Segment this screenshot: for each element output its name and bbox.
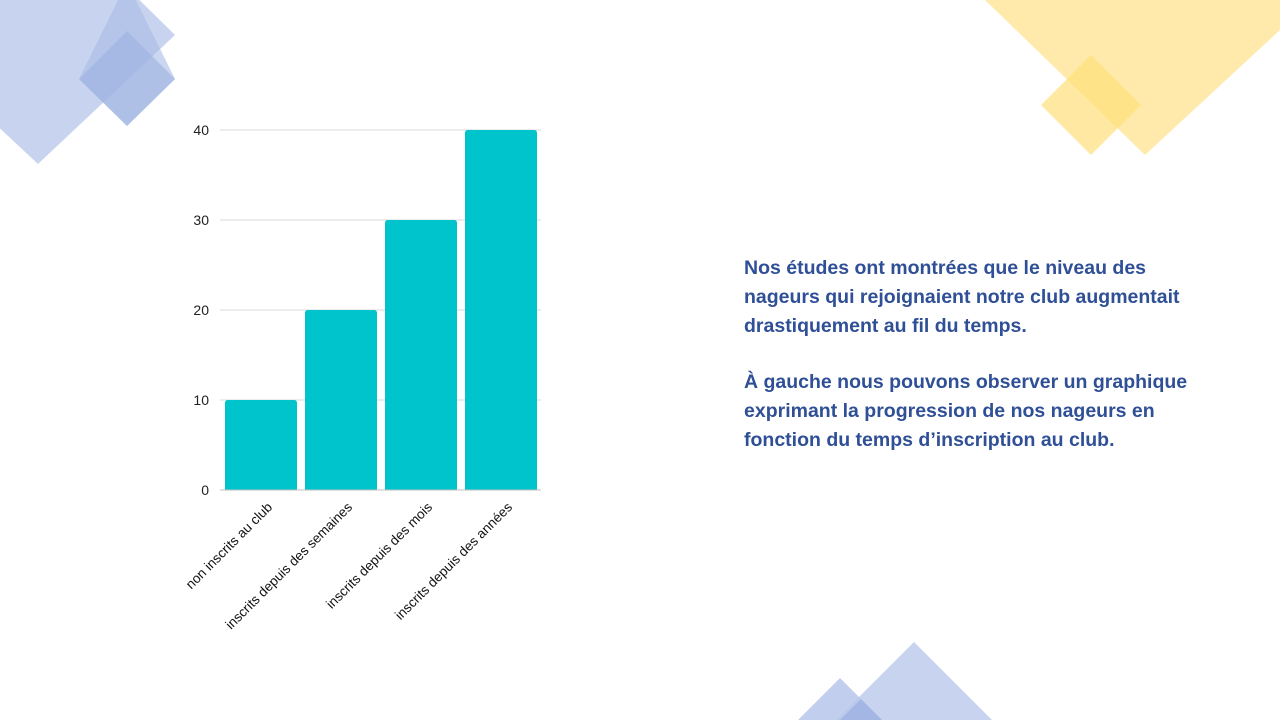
paragraph-findings: Nos études ont montrées que le niveau de… xyxy=(744,257,1180,337)
description-text: Nos études ont montrées que le niveau de… xyxy=(744,254,1204,483)
x-category-label-non-inscrits-au-club: non inscrits au club xyxy=(183,500,275,592)
top-right-diamonds xyxy=(985,0,1280,155)
blue-triangle-overlap xyxy=(840,699,882,720)
y-tick-label-30: 30 xyxy=(193,212,209,228)
bar-inscrits-depuis-des-annees xyxy=(465,130,537,490)
top-left-diamonds xyxy=(0,0,175,164)
y-axis-tick-labels: 0 10 20 30 40 xyxy=(193,122,209,498)
yellow-diamond-large xyxy=(985,0,1280,155)
x-category-label-inscrits-depuis-des-semaines: inscrits depuis des semaines xyxy=(222,499,355,632)
bar-non-inscrits-au-club xyxy=(225,400,297,490)
bar-inscrits-depuis-des-mois xyxy=(385,220,457,490)
paragraph-chart-explanation: À gauche nous pouvons observer un graphi… xyxy=(744,371,1188,451)
y-tick-label-40: 40 xyxy=(193,122,209,138)
bars xyxy=(225,130,537,490)
blue-triangle-large xyxy=(836,642,992,720)
bar-inscrits-depuis-des-semaines xyxy=(305,310,377,490)
y-tick-label-10: 10 xyxy=(193,392,209,408)
y-tick-label-0: 0 xyxy=(201,482,209,498)
bottom-diamonds xyxy=(798,642,992,720)
blue-diamond-overlap xyxy=(79,31,175,126)
yellow-diamond-small xyxy=(1041,55,1141,155)
y-tick-label-20: 20 xyxy=(193,302,209,318)
